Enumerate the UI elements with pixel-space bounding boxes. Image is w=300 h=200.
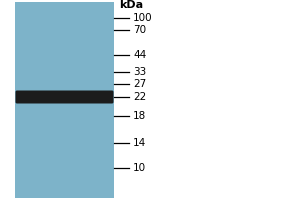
FancyBboxPatch shape: [16, 90, 113, 104]
Text: 22: 22: [133, 92, 146, 102]
Text: 33: 33: [133, 67, 146, 77]
Text: 18: 18: [133, 111, 146, 121]
Text: 27: 27: [133, 79, 146, 89]
Bar: [15, 2, 114, 198]
Text: 70: 70: [133, 25, 146, 35]
Text: 10: 10: [133, 163, 146, 173]
Text: 44: 44: [133, 50, 146, 60]
Text: 100: 100: [133, 13, 153, 23]
Text: 14: 14: [133, 138, 146, 148]
Text: kDa: kDa: [119, 0, 143, 10]
